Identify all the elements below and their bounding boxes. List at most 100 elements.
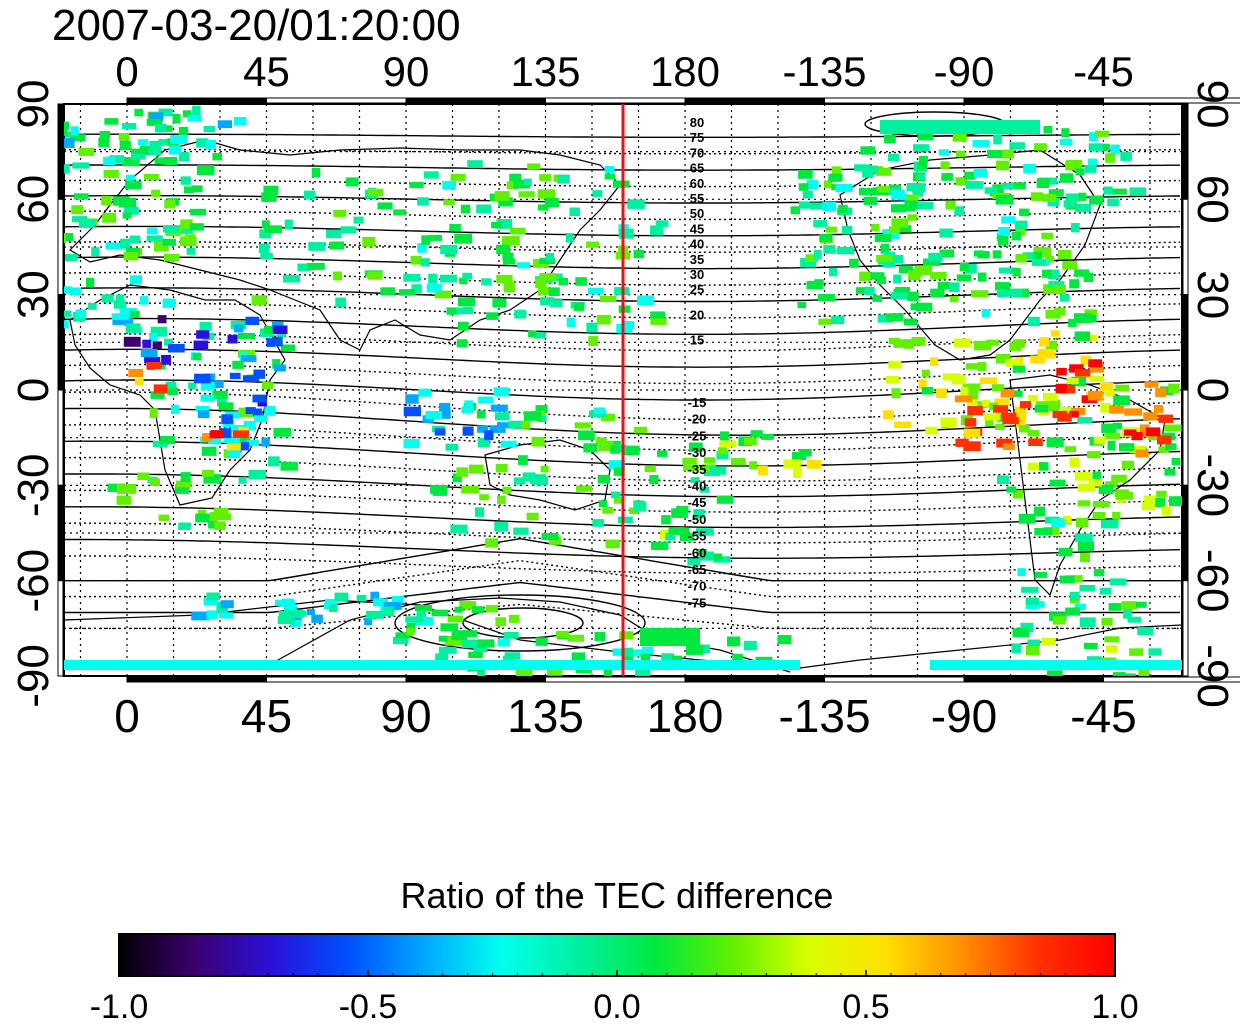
tec-ratio-cell xyxy=(184,186,194,194)
bottom-longitude-label: 45 xyxy=(241,690,292,742)
tec-ratio-cell xyxy=(280,461,298,471)
tec-ratio-cell xyxy=(872,295,883,302)
contour-label: -55 xyxy=(688,529,707,544)
map-title: 2007-03-20/01:20:00 xyxy=(52,1,461,50)
colorbar-tick-label: -0.5 xyxy=(339,988,398,1024)
tec-ratio-cell xyxy=(1104,390,1116,397)
tec-ratio-cell xyxy=(993,134,1002,145)
tec-ratio-cell xyxy=(78,147,95,156)
colorbar-title: Ratio of the TEC difference xyxy=(401,875,834,916)
contour-label: -35 xyxy=(688,462,707,477)
tec-ratio-cell xyxy=(1100,519,1119,529)
tec-ratio-cell xyxy=(1080,355,1091,365)
tec-ratio-cell xyxy=(115,294,125,302)
tec-ratio-cell xyxy=(885,376,900,384)
tec-ratio-cell xyxy=(459,277,468,285)
tec-ratio-cell xyxy=(1089,363,1104,373)
tec-ratio-cell xyxy=(954,395,973,403)
tec-ratio-cell xyxy=(477,425,489,433)
tec-ratio-cell xyxy=(103,169,119,178)
tec-ratio-cell xyxy=(503,632,519,639)
tec-ratio-cell xyxy=(637,295,654,306)
tec-ratio-cell xyxy=(26,165,40,175)
tec-ratio-cell xyxy=(891,190,905,200)
tec-ratio-cell xyxy=(461,639,478,649)
tec-ratio-cell xyxy=(622,654,634,661)
tec-ratio-cell xyxy=(859,271,871,282)
tec-ratio-cell xyxy=(35,150,52,158)
tec-ratio-cell xyxy=(509,227,526,235)
tec-ratio-cell xyxy=(405,394,419,404)
tec-ratio-cell xyxy=(502,252,514,261)
tec-ratio-cell xyxy=(593,407,605,414)
tec-ratio-cell xyxy=(421,235,431,245)
tec-ratio-cell xyxy=(503,281,515,291)
tec-ratio-cell xyxy=(210,430,224,439)
tec-ratio-cell xyxy=(862,167,874,178)
tec-ratio-cell xyxy=(91,247,100,257)
tec-ratio-cell xyxy=(193,340,209,349)
tec-ratio-cell xyxy=(665,532,676,541)
tec-ratio-cell xyxy=(280,344,296,351)
tec-ratio-cell xyxy=(911,336,926,346)
tec-ratio-cell xyxy=(831,166,841,175)
tec-ratio-cell xyxy=(1025,645,1040,655)
tec-ratio-cell xyxy=(650,311,665,320)
tec-ratio-cell xyxy=(1075,203,1092,213)
tec-ratio-cell xyxy=(964,418,977,427)
tec-ratio-cell xyxy=(644,465,656,472)
tec-ratio-cell xyxy=(508,420,521,429)
tec-ratio-cell xyxy=(1107,198,1119,207)
tec-ratio-cell xyxy=(248,469,267,480)
tec-ratio-cell xyxy=(477,639,495,648)
tec-ratio-cell xyxy=(828,173,843,182)
tec-ratio-cell xyxy=(131,153,146,160)
tec-ratio-cell xyxy=(802,190,813,199)
tec-ratio-cell xyxy=(855,287,868,294)
tec-ratio-cell xyxy=(178,522,191,530)
tec-ratio-cell xyxy=(683,464,700,471)
tec-ratio-cell xyxy=(583,443,598,453)
tec-ratio-cell xyxy=(750,430,763,438)
tec-ratio-cell xyxy=(167,387,178,396)
tec-ratio-cell xyxy=(179,224,193,234)
tec-ratio-cell xyxy=(604,669,613,676)
tec-ratio-cell xyxy=(116,484,128,494)
tec-ratio-cell xyxy=(1059,173,1074,183)
magnetic-contour xyxy=(64,363,1181,385)
tec-ratio-cell xyxy=(496,219,513,229)
tec-ratio-cell xyxy=(182,110,192,118)
tec-ratio-cell xyxy=(284,600,296,611)
tec-ratio-cell xyxy=(997,289,1008,298)
tec-ratio-cell xyxy=(915,302,933,312)
tec-ratio-cell xyxy=(1050,400,1061,409)
tec-ratio-cell xyxy=(463,630,478,637)
tec-ratio-cell xyxy=(693,509,705,519)
tec-ratio-cell xyxy=(454,233,473,244)
tec-ratio-cell xyxy=(1110,144,1120,155)
tec-ratio-cell xyxy=(938,149,949,156)
tec-ratio-cell xyxy=(883,410,894,420)
tec-ratio-cell xyxy=(449,224,461,232)
tec-ratio-cell xyxy=(254,415,268,423)
tec-ratio-cell xyxy=(907,291,919,302)
tec-ratio-cell xyxy=(428,273,438,284)
tec-ratio-cell xyxy=(598,441,614,451)
tec-ratio-cell xyxy=(1093,436,1106,445)
tec-ratio-cell xyxy=(880,243,890,254)
tec-ratio-band xyxy=(930,660,1182,670)
tec-ratio-cell xyxy=(547,668,563,676)
tec-ratio-cell xyxy=(806,180,819,190)
tec-ratio-cell xyxy=(1062,406,1073,415)
tec-ratio-cell xyxy=(828,268,838,277)
tec-ratio-cell xyxy=(539,257,556,264)
magnetic-contour xyxy=(64,555,1181,575)
tec-ratio-cell xyxy=(149,408,158,418)
tec-ratio-cell xyxy=(1011,643,1021,654)
tec-ratio-cell xyxy=(1015,253,1028,263)
top-tick-bar xyxy=(126,97,267,104)
bottom-tick-bar xyxy=(126,676,267,683)
tec-ratio-cell xyxy=(243,420,256,431)
tec-ratio-cell xyxy=(207,438,222,445)
tec-ratio-cell xyxy=(1006,486,1017,493)
